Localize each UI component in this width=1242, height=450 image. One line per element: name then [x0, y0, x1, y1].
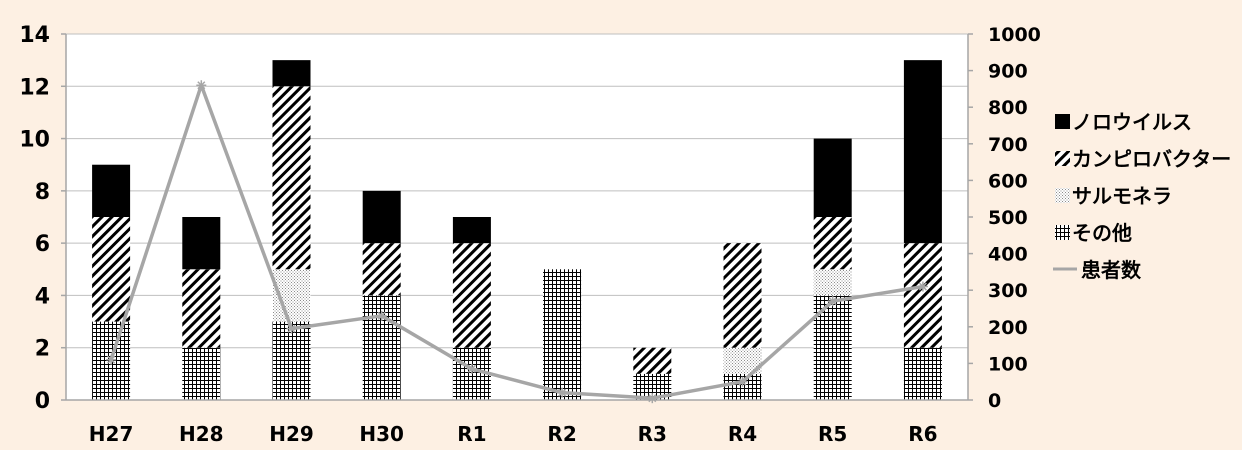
bar-segment: [362, 243, 401, 296]
y2-tick-label: 800: [988, 97, 1028, 119]
marker-stroke: [377, 311, 386, 320]
legend-label: 患者数: [1081, 258, 1142, 282]
bar-segment: [813, 269, 852, 296]
legend-swatch: [1055, 225, 1070, 240]
y-tick-label: 10: [19, 128, 50, 153]
bar-segment: [723, 243, 762, 348]
marker-stroke: [828, 297, 837, 306]
bar-segment: [272, 86, 311, 270]
bar-segment: [182, 347, 221, 400]
bar-segment: [272, 321, 311, 400]
x-tick-label: H29: [269, 422, 314, 446]
line-point: [196, 80, 207, 91]
y2-tick-label: 700: [988, 134, 1028, 156]
x-tick-label: R4: [728, 422, 757, 446]
marker-stroke: [738, 377, 747, 386]
bar-segment: [182, 217, 221, 270]
y2-tick-label: 200: [988, 317, 1028, 339]
line-point: [286, 323, 297, 334]
y2-tick-label: 900: [988, 61, 1028, 83]
bar-segment: [452, 243, 491, 348]
legend-swatch: [1055, 188, 1070, 203]
line-series-patients: [109, 83, 924, 400]
y-tick-label: 14: [19, 23, 50, 48]
legend-item: その他: [1055, 221, 1132, 245]
y2-tick-label: 600: [988, 170, 1028, 192]
line-point: [737, 376, 748, 387]
x-tick-label: R2: [547, 422, 576, 446]
marker-stroke: [558, 388, 567, 397]
legend-label: サルモネラ: [1072, 184, 1172, 208]
bar-segment: [182, 269, 221, 348]
x-tick-label: R1: [457, 422, 486, 446]
bar-segment: [272, 60, 311, 87]
marker-stroke: [107, 355, 116, 364]
y2-tick-label: 1000: [988, 24, 1041, 46]
bar-segment: [543, 269, 582, 400]
legend-label: ノロウイルス: [1072, 110, 1192, 134]
y2-tick-label: 300: [988, 280, 1028, 302]
bar-segment: [633, 347, 672, 374]
x-tick-label: R5: [818, 422, 847, 446]
y-tick-label: 12: [19, 75, 50, 100]
marker-stroke: [197, 81, 206, 90]
y2-tick-label: 500: [988, 207, 1028, 229]
legend-label: その他: [1072, 221, 1132, 245]
y2-tick-label: 0: [988, 390, 1001, 412]
line-point: [647, 393, 658, 404]
y-tick-label: 4: [35, 284, 50, 309]
y2-tick-label: 100: [988, 353, 1028, 375]
x-tick-label: H30: [359, 422, 404, 446]
bar-segment: [903, 60, 942, 244]
y-tick-label: 0: [35, 389, 50, 414]
bar-segment: [903, 243, 942, 348]
marker-stroke: [467, 364, 476, 373]
bar-segment: [813, 138, 852, 217]
legend-item: サルモネラ: [1055, 184, 1172, 208]
x-tick-label: H28: [179, 422, 224, 446]
bar-segment: [903, 347, 942, 400]
x-tick-label: R6: [908, 422, 937, 446]
y-tick-label: 6: [35, 232, 50, 257]
line-point: [827, 296, 838, 307]
marker-stroke: [918, 282, 927, 291]
bar-segment: [813, 217, 852, 270]
line-point: [466, 363, 477, 374]
line-point: [557, 387, 568, 398]
legend-swatch: [1055, 151, 1070, 166]
y2-tick-label: 400: [988, 244, 1028, 266]
line-point: [376, 310, 387, 321]
legend-item: 患者数: [1053, 258, 1142, 282]
y-tick-label: 8: [35, 180, 50, 205]
marker-stroke: [287, 324, 296, 333]
y-tick-label: 2: [35, 337, 50, 362]
legend-swatch: [1055, 114, 1070, 129]
legend-label: カンピロバクター: [1072, 147, 1231, 171]
x-tick-label: H27: [89, 422, 134, 446]
bar-segment: [92, 164, 131, 217]
bar-segment: [452, 217, 491, 244]
line-point: [917, 281, 928, 292]
bar-segment: [362, 190, 401, 244]
line-point: [106, 354, 117, 365]
legend-item: カンピロバクター: [1055, 147, 1231, 171]
legend-item: ノロウイルス: [1055, 110, 1192, 134]
x-tick-label: R3: [638, 422, 667, 446]
bar-segment: [92, 217, 131, 322]
